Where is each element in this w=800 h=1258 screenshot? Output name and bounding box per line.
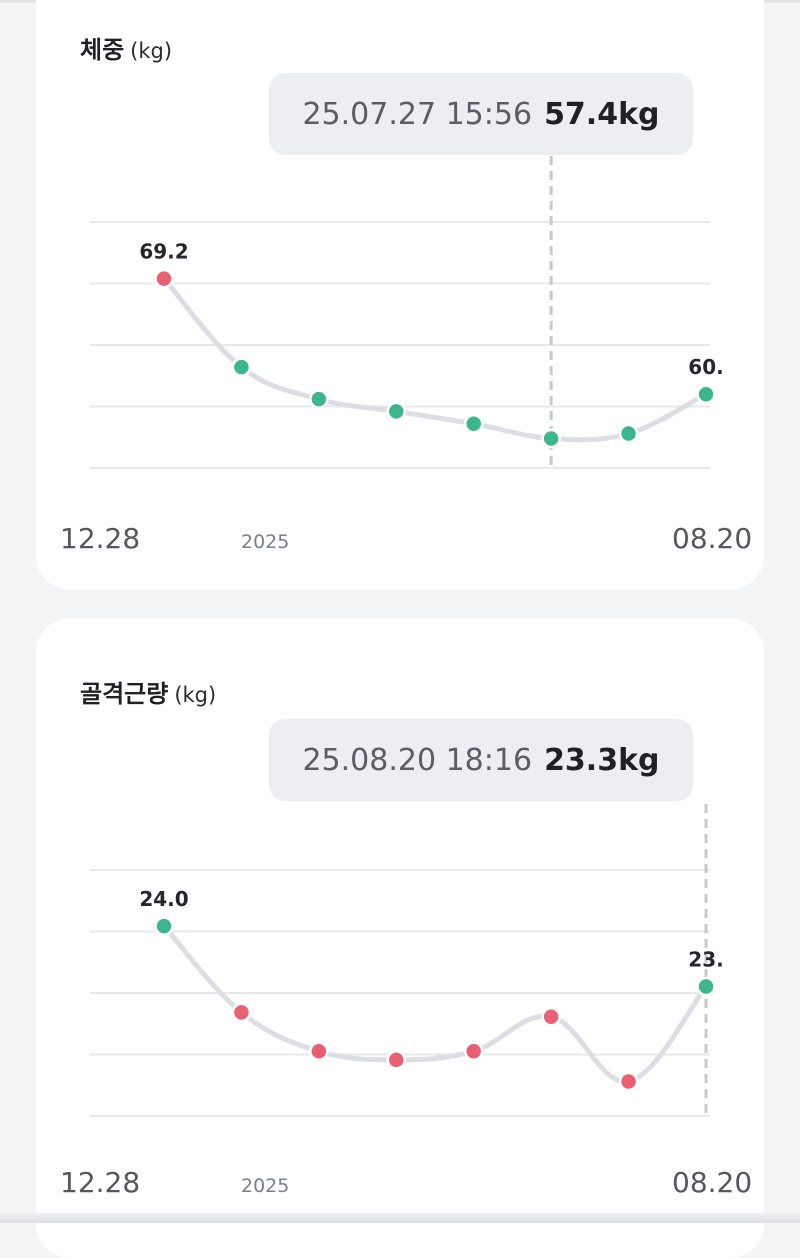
data-point[interactable]	[386, 401, 407, 422]
data-point[interactable]	[696, 976, 716, 997]
muscle-tooltip-value: 23.3kg	[544, 742, 660, 778]
weight-tooltip: 25.07.27 15:56 57.4kg	[269, 73, 693, 155]
data-point[interactable]	[696, 384, 716, 404]
weight-x-end-label: 08.20	[672, 522, 753, 555]
muscle-title: 골격근량 (kg)	[80, 674, 216, 709]
data-point[interactable]	[231, 1002, 252, 1023]
data-point[interactable]	[541, 1006, 561, 1027]
muscle-chart[interactable]: 24.0 23.	[36, 618, 764, 1258]
weight-title-text: 체중	[80, 36, 125, 64]
weight-tooltip-datetime: 25.07.27 15:56	[302, 96, 533, 132]
data-point[interactable]	[618, 423, 639, 444]
data-point[interactable]	[463, 413, 484, 434]
data-label: 24.0	[139, 887, 188, 911]
weight-x-year-label: 2025	[241, 531, 290, 553]
muscle-x-end-label: 08.20	[672, 1166, 753, 1199]
weight-unit: (kg)	[130, 39, 173, 63]
data-point[interactable]	[463, 1041, 484, 1062]
data-point[interactable]	[309, 389, 329, 409]
data-point[interactable]	[541, 428, 561, 449]
data-point[interactable]	[618, 1071, 639, 1092]
muscle-x-year-label: 2025	[241, 1175, 290, 1197]
muscle-x-start-label: 12.28	[60, 1166, 141, 1199]
data-point[interactable]	[231, 357, 252, 377]
weight-chart[interactable]: 69.2 60.	[36, 0, 764, 590]
weight-card: 체중 (kg) 25.07.27 15:56 57.4kg 69.2 60. 12.2…	[36, 0, 764, 590]
data-point[interactable]	[309, 1041, 329, 1062]
data-point[interactable]	[154, 916, 174, 936]
weight-x-start-label: 12.28	[60, 522, 141, 555]
data-label: 60.	[688, 355, 723, 379]
weight-title: 체중 (kg)	[80, 30, 172, 65]
muscle-title-text: 골격근량	[80, 680, 169, 708]
muscle-card: 골격근량 (kg) 25.08.20 18:16 23.3kg 24.0 23. 12…	[36, 618, 764, 1258]
data-label: 69.2	[139, 240, 188, 264]
bottom-edge	[0, 1213, 800, 1223]
data-point[interactable]	[386, 1050, 407, 1070]
data-label: 23.	[688, 948, 723, 972]
muscle-unit: (kg)	[174, 683, 217, 707]
muscle-tooltip-datetime: 25.08.20 18:16	[302, 742, 533, 778]
muscle-tooltip: 25.08.20 18:16 23.3kg	[269, 719, 693, 801]
weight-tooltip-value: 57.4kg	[544, 96, 660, 132]
data-point[interactable]	[154, 268, 174, 289]
